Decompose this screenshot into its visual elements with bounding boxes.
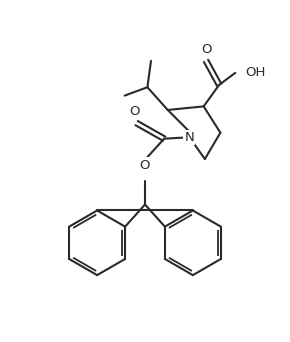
Text: O: O — [201, 43, 211, 56]
Text: OH: OH — [246, 66, 266, 79]
Text: O: O — [129, 105, 139, 118]
Text: N: N — [184, 131, 194, 144]
Text: O: O — [140, 158, 150, 172]
